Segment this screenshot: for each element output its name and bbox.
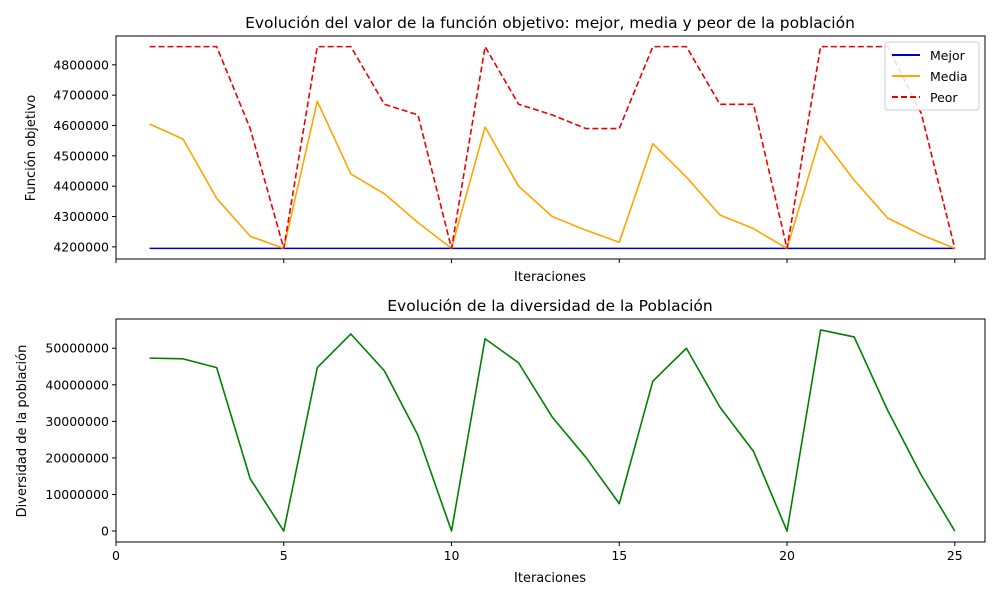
objective-chart-title: Evolución del valor de la función objeti… (245, 14, 855, 32)
diversity-y-axis-label: Diversidad de la población (15, 345, 30, 518)
legend-label-mejor: Mejor (930, 48, 966, 63)
objective-y-axis-label: Función objetivo (24, 95, 39, 202)
diversity-x-tick-label: 20 (779, 548, 795, 563)
objective-y-tick-label: 4500000 (53, 148, 109, 163)
objective-y-tick-label: 4200000 (53, 239, 109, 254)
chart-objective: Evolución del valor de la función objeti… (24, 14, 986, 285)
objective-plot-area: 4200000 4300000 4400000 4500000 4600000 47000… (53, 45, 956, 263)
diversity-y-tick-label: 30000000 (45, 414, 109, 429)
diversity-y-tick-label: 0 (101, 524, 109, 539)
objective-y-tick-label: 4800000 (53, 57, 109, 72)
diversity-x-tick-label: 0 (112, 548, 120, 563)
objective-y-tick-label: 4700000 (53, 88, 109, 103)
objective-y-tick-label: 4300000 (53, 209, 109, 224)
legend-label-peor: Peor (930, 90, 958, 105)
legend-label-media: Media (930, 69, 968, 84)
objective-y-tick-label: 4600000 (53, 118, 109, 133)
diversity-x-tick-label: 15 (611, 548, 627, 563)
diversity-series-line (149, 329, 956, 532)
chart-diversity: Evolución de la diversidad de la Poblaci… (15, 297, 986, 586)
diversity-plot-area: 0 5 10 15 20 25 0 10000000 20000000 30000000 40000… (45, 329, 963, 563)
diversity-chart-title: Evolución de la diversidad de la Poblaci… (387, 297, 712, 315)
diversity-x-axis-label: Iteraciones (514, 571, 586, 586)
diversity-x-tick-label: 5 (280, 548, 288, 563)
diversity-x-tick-label: 10 (444, 548, 460, 563)
objective-y-tick-label: 4400000 (53, 179, 109, 194)
diversity-y-tick-label: 50000000 (45, 341, 109, 356)
series-line-media (149, 100, 956, 250)
objective-axes-frame (115, 35, 986, 260)
diversity-y-tick-label: 40000000 (45, 377, 109, 392)
diversity-y-tick-label: 20000000 (45, 450, 109, 465)
diversity-x-tick-label: 25 (947, 548, 963, 563)
series-line-peor (149, 45, 956, 250)
legend-box (884, 41, 980, 111)
diversity-axes-frame (115, 318, 986, 543)
diversity-y-tick-label: 10000000 (45, 487, 109, 502)
objective-x-axis-label: Iteraciones (514, 270, 586, 285)
objective-legend: Mejor Media Peor (884, 41, 980, 111)
